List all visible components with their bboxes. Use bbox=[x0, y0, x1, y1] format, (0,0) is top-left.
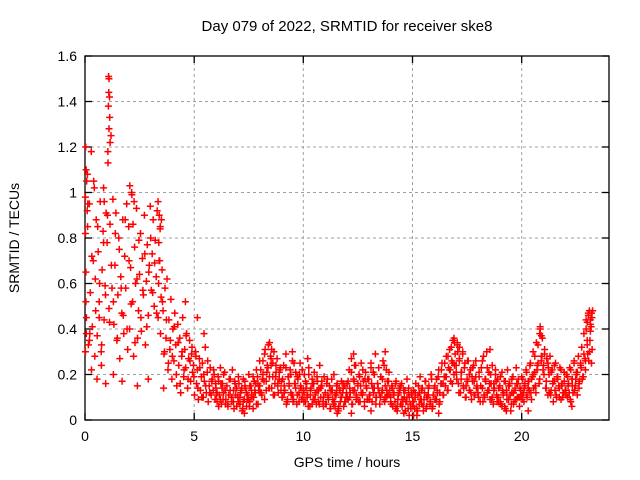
data-point-markers bbox=[81, 73, 597, 419]
x-tick-label: 15 bbox=[405, 428, 421, 444]
y-tick-label: 1.4 bbox=[58, 94, 78, 110]
y-tick-label: 1.6 bbox=[58, 48, 78, 64]
x-axis-label: GPS time / hours bbox=[294, 454, 401, 470]
x-tick-label: 10 bbox=[296, 428, 312, 444]
gridlines bbox=[85, 56, 609, 420]
x-tick-label: 5 bbox=[190, 428, 198, 444]
y-axis-label: SRMTID / TECUs bbox=[6, 183, 22, 293]
scatter-points bbox=[81, 73, 597, 419]
tick-labels: 0 5 10 15 20 0 0.2 0.4 0.6 0.8 1 1.2 1.4 1.6 bbox=[58, 48, 530, 444]
chart-title: Day 079 of 2022, SRMTID for receiver ske… bbox=[202, 18, 493, 35]
y-tick-label: 1.2 bbox=[58, 139, 78, 155]
y-tick-label: 0.2 bbox=[58, 367, 78, 383]
x-tick-label: 0 bbox=[81, 428, 89, 444]
y-tick-label: 1 bbox=[69, 185, 77, 201]
x-tick-label: 20 bbox=[514, 428, 530, 444]
axis-ticks bbox=[84, 55, 609, 421]
y-tick-label: 0 bbox=[69, 412, 77, 428]
y-tick-label: 0.8 bbox=[58, 230, 78, 246]
y-tick-label: 0.6 bbox=[58, 276, 78, 292]
y-tick-label: 0.4 bbox=[58, 321, 78, 337]
